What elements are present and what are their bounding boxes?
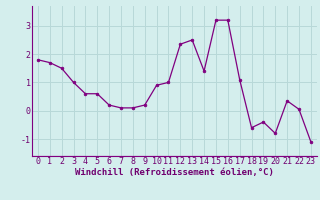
X-axis label: Windchill (Refroidissement éolien,°C): Windchill (Refroidissement éolien,°C) [75,168,274,177]
